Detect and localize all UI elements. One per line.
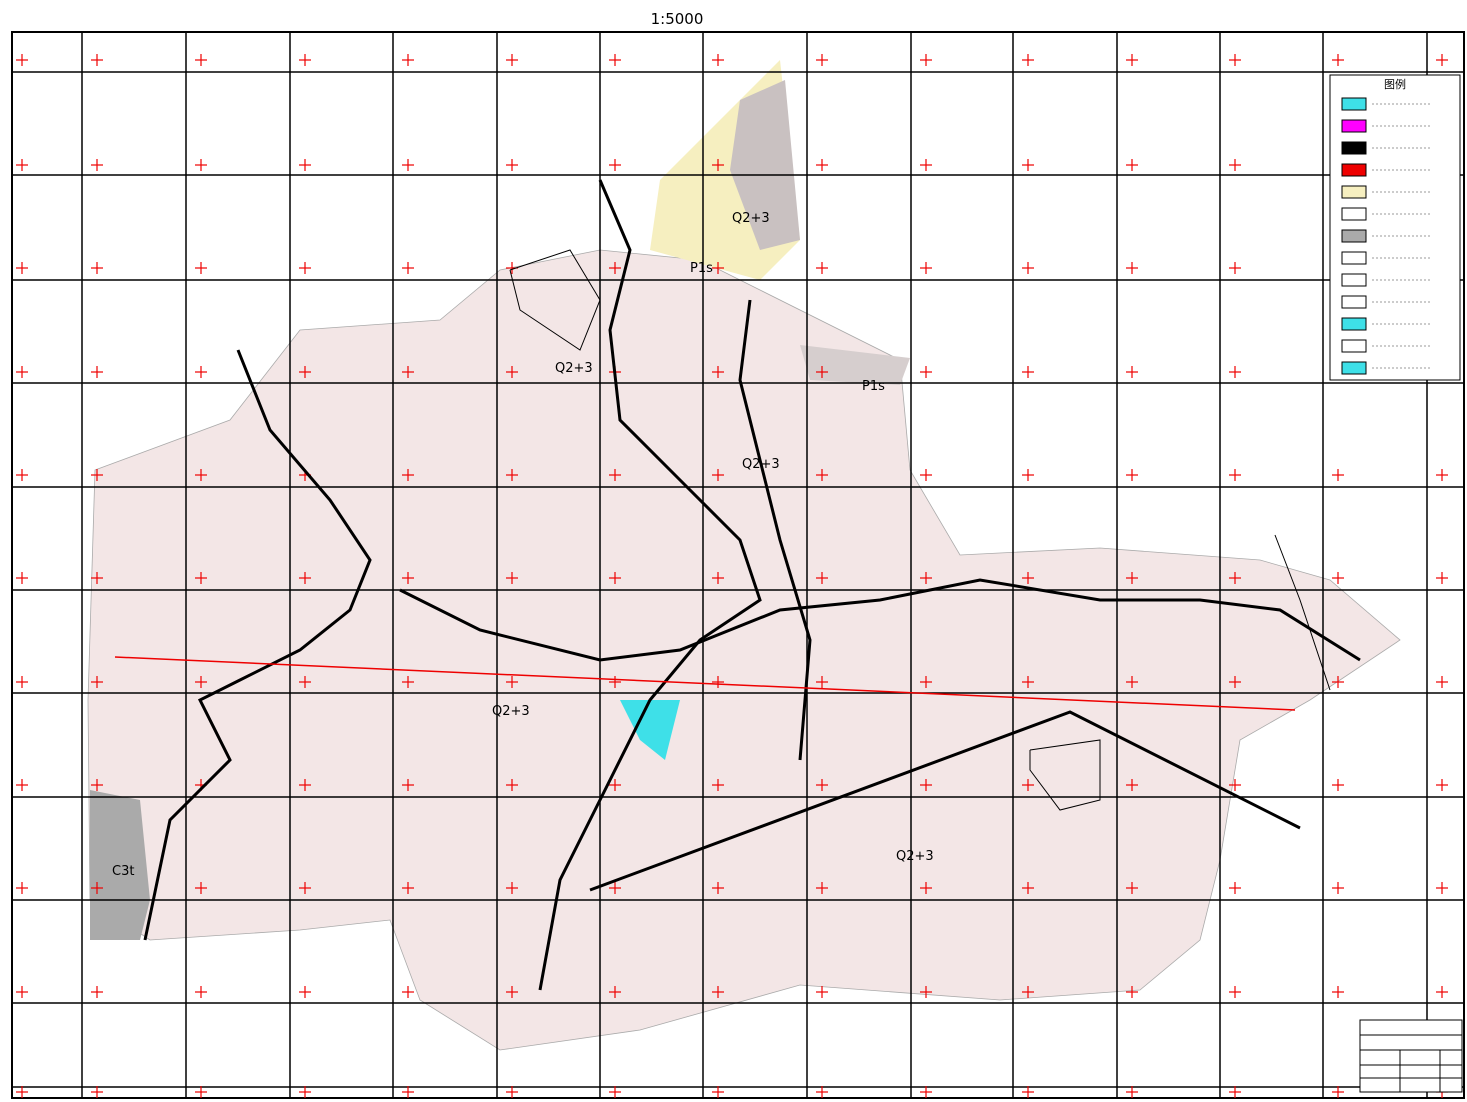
legend-items bbox=[1341, 97, 1430, 375]
legend-title: 图例 bbox=[1384, 77, 1406, 91]
legend-swatch bbox=[1341, 339, 1367, 353]
road bbox=[143, 349, 372, 941]
formation-label: Q2+3 bbox=[732, 211, 770, 226]
legend-swatch bbox=[1341, 97, 1367, 111]
legend-swatch bbox=[1341, 119, 1367, 133]
boundary bbox=[1274, 534, 1331, 691]
boundary bbox=[509, 249, 601, 351]
title-block-box bbox=[1359, 1019, 1463, 1093]
formation-label: Q2+3 bbox=[896, 849, 934, 864]
frame bbox=[11, 31, 1465, 1099]
scale: 1:5000 bbox=[651, 10, 704, 28]
map-area bbox=[87, 249, 1401, 1051]
legend-swatch bbox=[1341, 361, 1367, 375]
legend-swatch bbox=[1341, 295, 1367, 309]
legend-swatch bbox=[1341, 317, 1367, 331]
formation-label: C3t bbox=[112, 864, 134, 879]
legend-swatch bbox=[1341, 229, 1367, 243]
permian-area bbox=[800, 345, 910, 385]
road bbox=[738, 299, 812, 761]
legend-swatch bbox=[1341, 185, 1367, 199]
permian-area bbox=[730, 80, 800, 250]
road bbox=[538, 179, 762, 991]
formation-label: P1s bbox=[690, 261, 713, 276]
section-line bbox=[114, 656, 1296, 711]
legend: 图例 bbox=[1329, 74, 1461, 381]
road bbox=[589, 710, 1301, 892]
geology bbox=[87, 60, 1401, 1051]
formation-label: Q2+3 bbox=[742, 457, 780, 472]
legend-swatch bbox=[1341, 163, 1367, 177]
boundary bbox=[1029, 739, 1101, 811]
labels: Q2+3 P1s Q2+3 P1s Q2+3 Q2+3 Q2+3 C3t bbox=[112, 211, 934, 879]
legend-swatch bbox=[1341, 141, 1367, 155]
title-block bbox=[1359, 1019, 1463, 1093]
roads bbox=[114, 179, 1361, 991]
formation-label: Q2+3 bbox=[555, 361, 593, 376]
legend-swatch bbox=[1341, 273, 1367, 287]
road bbox=[399, 578, 1361, 662]
formation-label: Q2+3 bbox=[492, 704, 530, 719]
formation-label: P1s bbox=[862, 379, 885, 394]
cyan-area bbox=[620, 700, 680, 760]
legend-swatch bbox=[1341, 251, 1367, 265]
legend-swatch bbox=[1341, 207, 1367, 221]
carboniferous-area bbox=[90, 790, 150, 940]
